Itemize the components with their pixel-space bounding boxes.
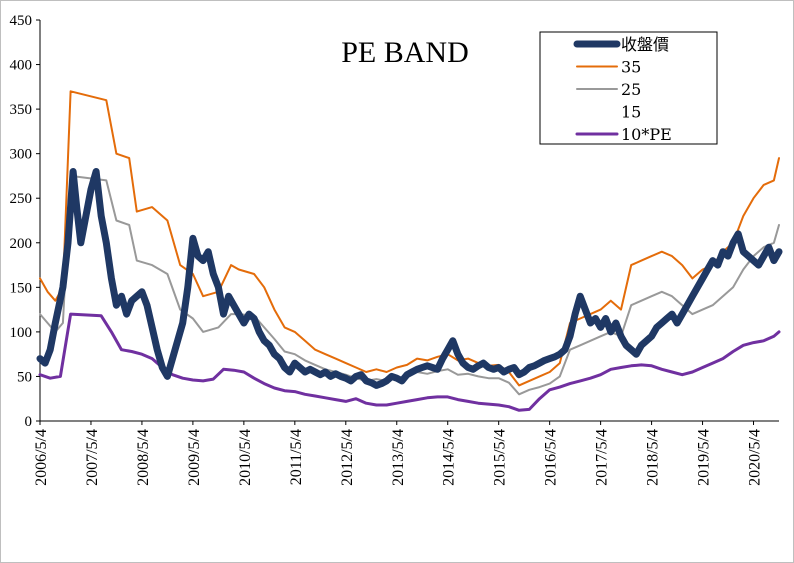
y-tick-label: 100 [10,325,33,341]
legend-label: 15 [621,103,641,122]
legend-label: 25 [621,80,641,99]
legend-label: 35 [621,58,641,77]
legend: 收盤價 35 25 15 10*PE [539,31,718,145]
x-tick-label: 2009/5/4 [186,429,203,486]
x-tick-label: 2014/5/4 [441,429,458,486]
x-tick-label: 2019/5/4 [696,429,713,486]
y-tick-label: 50 [17,369,32,385]
y-tick-label: 250 [10,191,33,207]
legend-label: 10*PE [621,125,672,144]
x-tick-label: 2015/5/4 [492,429,509,486]
x-tick-label: 2012/5/4 [339,429,356,486]
x-tick-label: 2006/5/4 [33,429,50,486]
axes: 0 50 100 150 200 250 300 350 400 450 2006/5/4 2007/… [10,13,779,486]
legend-box [539,31,718,145]
x-tick-label: 2017/5/4 [594,429,611,486]
x-tick-label: 2011/5/4 [288,429,305,485]
x-tick-label: 2010/5/4 [237,429,254,486]
x-tick-label: 2007/5/4 [84,429,101,486]
series-layer [36,90,783,412]
y-tick-label: 450 [10,13,33,29]
series-line-4 [38,312,781,412]
legend-label: 收盤價 [621,35,669,54]
y-tick-label: 350 [10,102,33,118]
chart-title: PE BAND [341,36,469,69]
series-line-2 [39,174,780,396]
x-tick-label: 2018/5/4 [645,429,662,486]
x-tick-label: 2008/5/4 [135,429,152,486]
series-line-0 [36,168,783,389]
x-tick-label: 2020/5/4 [747,429,764,486]
y-tick-label: 400 [10,58,33,74]
y-tick-label: 200 [10,236,33,252]
y-tick-label: 0 [25,414,33,430]
x-tick-label: 2013/5/4 [390,429,407,486]
y-tick-label: 300 [10,147,33,163]
y-tick-label: 150 [10,280,33,296]
x-tick-label: 2016/5/4 [543,429,560,486]
